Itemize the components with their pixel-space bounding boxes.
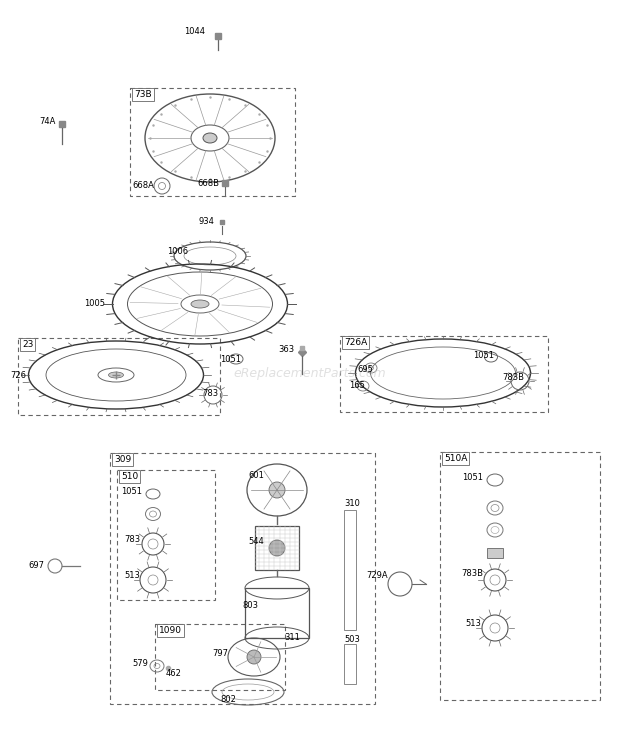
Text: 23: 23 (22, 340, 33, 349)
Text: 797: 797 (212, 649, 228, 658)
Text: 1051: 1051 (121, 487, 142, 496)
Text: 783: 783 (124, 534, 140, 544)
Bar (344, 510, 356, 630)
Text: 510: 510 (121, 472, 138, 481)
Text: 783B: 783B (461, 569, 483, 579)
Text: 1005: 1005 (84, 300, 105, 309)
Ellipse shape (191, 300, 209, 308)
Bar (245, 588, 309, 638)
Text: 802: 802 (220, 696, 236, 705)
Circle shape (247, 650, 261, 664)
Text: 729A: 729A (366, 571, 388, 580)
Text: 803: 803 (242, 601, 258, 611)
Text: 783B: 783B (502, 373, 524, 382)
Text: 73B: 73B (134, 90, 152, 99)
Text: 726: 726 (10, 371, 26, 380)
Text: 510A: 510A (444, 454, 467, 463)
Text: 579: 579 (132, 659, 148, 669)
Text: 783: 783 (202, 388, 218, 397)
Text: 934: 934 (198, 217, 214, 225)
Ellipse shape (108, 372, 123, 378)
Bar (487, 548, 503, 558)
Text: 1044: 1044 (184, 28, 205, 36)
Bar (255, 526, 299, 570)
Text: 503: 503 (344, 635, 360, 644)
Text: 310: 310 (344, 499, 360, 508)
Text: 601: 601 (248, 470, 264, 479)
Text: 1090: 1090 (159, 626, 182, 635)
Text: 165: 165 (349, 382, 365, 391)
Text: 697: 697 (28, 562, 44, 571)
Text: 668B: 668B (197, 179, 219, 187)
Text: 74A: 74A (40, 118, 56, 126)
Text: 462: 462 (166, 670, 182, 679)
Ellipse shape (203, 133, 217, 143)
Text: 1051: 1051 (462, 473, 483, 483)
Text: 544: 544 (248, 537, 264, 547)
Bar (344, 644, 356, 684)
Text: 311: 311 (284, 632, 300, 641)
Text: 695: 695 (357, 365, 373, 373)
Text: 363: 363 (278, 344, 294, 353)
Text: 726A: 726A (344, 338, 367, 347)
Circle shape (269, 540, 285, 556)
Text: eReplacementParts.com: eReplacementParts.com (234, 368, 386, 380)
Text: 1051: 1051 (473, 351, 494, 361)
Text: 309: 309 (114, 455, 131, 464)
Text: 513: 513 (124, 571, 140, 580)
Circle shape (269, 482, 285, 498)
Text: 1006: 1006 (167, 248, 188, 257)
Text: 1051: 1051 (220, 354, 241, 364)
Text: 668A: 668A (132, 182, 154, 190)
Text: 513: 513 (465, 620, 481, 629)
